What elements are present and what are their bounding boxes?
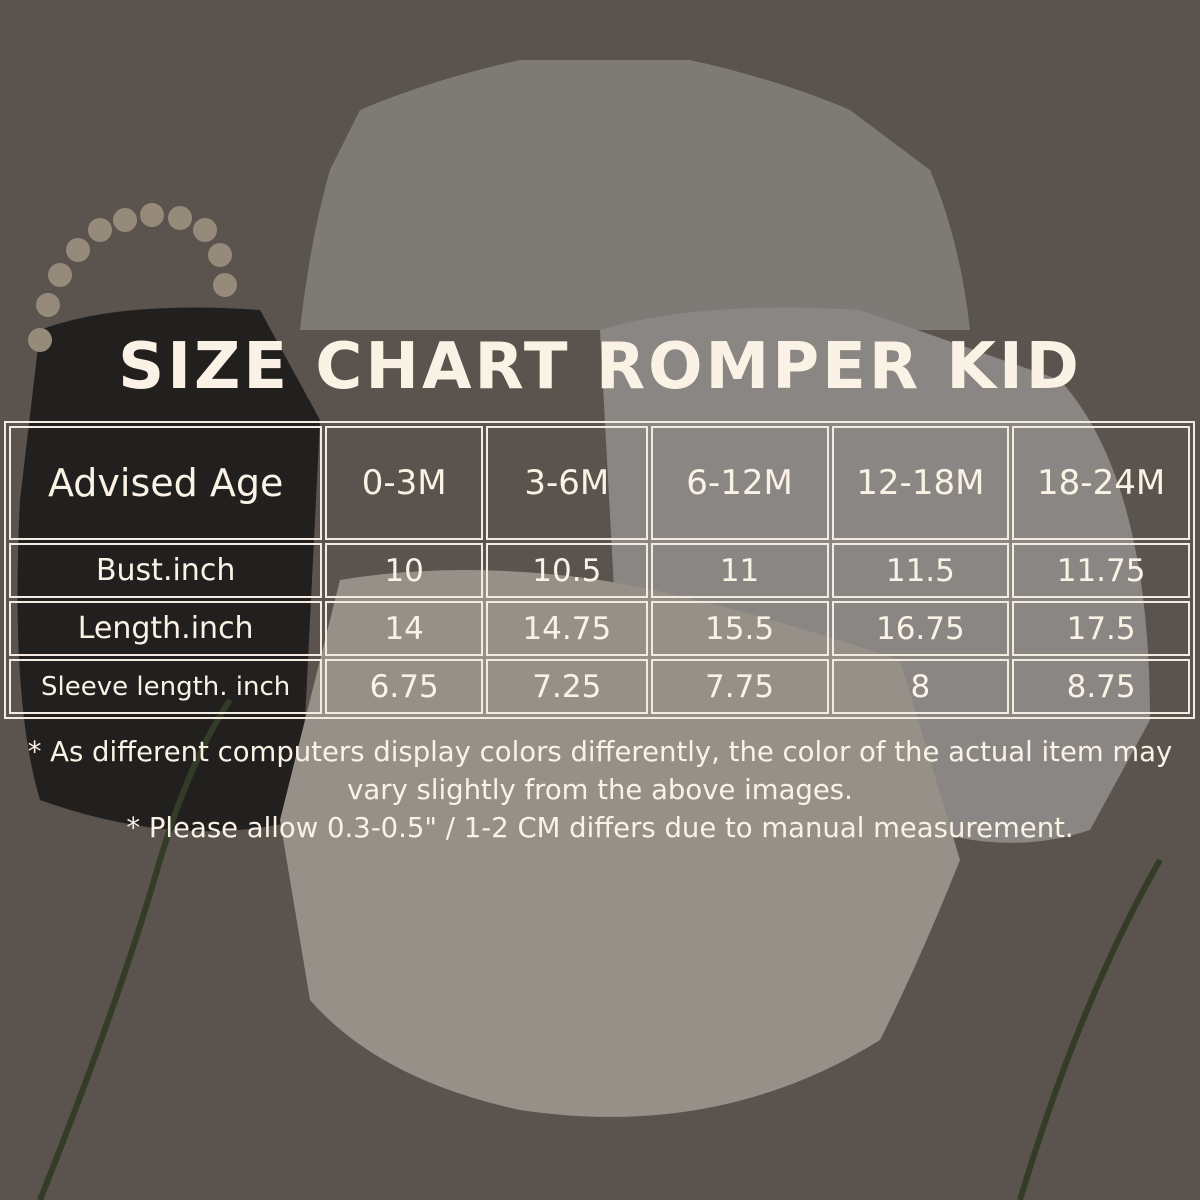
- black-sweater: [17, 307, 320, 832]
- table-row: Sleeve length. inch 6.75 7.25 7.75 8 8.75: [9, 659, 1190, 714]
- note: * As different computers display colors …: [27, 736, 1173, 806]
- header-cell: Advised Age: [9, 426, 323, 540]
- chart-title: SIZE CHART ROMPER KID: [118, 330, 1082, 404]
- cell: 8: [831, 659, 1010, 714]
- cell: 11: [650, 543, 829, 598]
- header-cell: 18-24M: [1012, 426, 1190, 540]
- header-cell: 12-18M: [831, 426, 1010, 540]
- table-row: Length.inch 14 14.75 15.5 16.75 17.5: [9, 601, 1190, 656]
- row-label: Length.inch: [9, 601, 323, 656]
- header-cell: 6-12M: [650, 426, 829, 540]
- cell: 14: [325, 601, 484, 656]
- beads: [28, 203, 237, 352]
- row-label: Bust.inch: [9, 543, 323, 598]
- cell: 11.5: [831, 543, 1010, 598]
- eucalyptus: [37, 698, 1163, 1200]
- cell: 6.75: [325, 659, 484, 714]
- row-label: Sleeve length. inch: [9, 659, 323, 714]
- note: * Please allow 0.3-0.5" / 1-2 CM differs…: [126, 812, 1074, 844]
- cell: 16.75: [831, 601, 1010, 656]
- cell: 17.5: [1012, 601, 1190, 656]
- header-cell: 0-3M: [325, 426, 484, 540]
- cell: 15.5: [650, 601, 829, 656]
- size-table: Advised Age 0-3M 3-6M 6-12M 12-18M 18-24…: [4, 421, 1195, 719]
- cell: 14.75: [486, 601, 648, 656]
- table-row: Bust.inch 10 10.5 11 11.5 11.75: [9, 543, 1190, 598]
- cell: 7.75: [650, 659, 829, 714]
- cell: 7.25: [486, 659, 648, 714]
- cream-romper: [280, 570, 960, 1117]
- cell: 10: [325, 543, 484, 598]
- cell: 8.75: [1012, 659, 1190, 714]
- cell: 10.5: [486, 543, 648, 598]
- cell: 11.75: [1012, 543, 1190, 598]
- gray-sweater: [300, 60, 970, 330]
- header-cell: 3-6M: [486, 426, 648, 540]
- header-row: Advised Age 0-3M 3-6M 6-12M 12-18M 18-24…: [9, 426, 1190, 540]
- notes: * As different computers display colors …: [0, 733, 1200, 847]
